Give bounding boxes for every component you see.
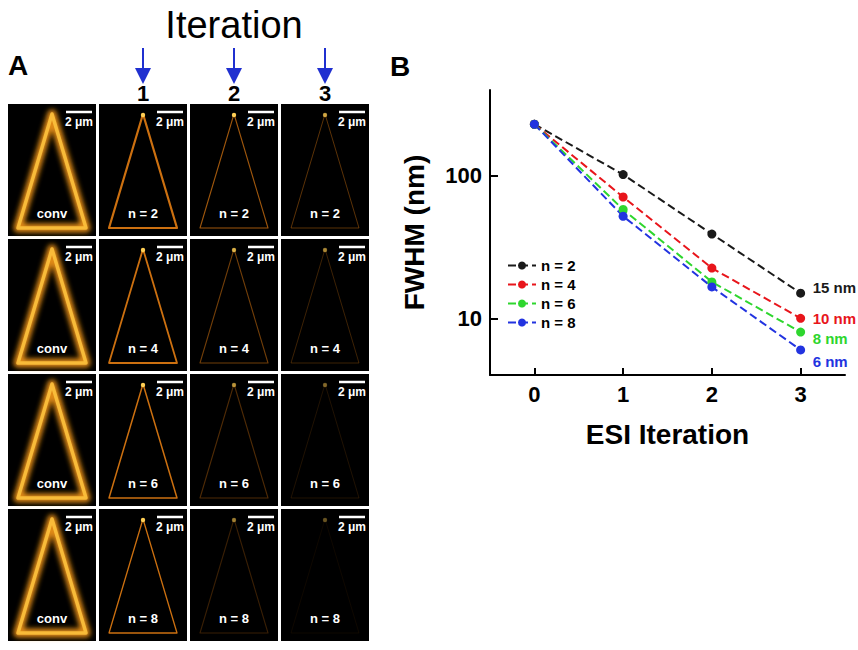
svg-text:n = 6: n = 6 (310, 476, 340, 491)
svg-text:n = 4: n = 4 (219, 341, 250, 356)
svg-text:n = 4: n = 4 (541, 276, 576, 293)
svg-text:n = 2: n = 2 (219, 206, 249, 221)
svg-text:conv: conv (37, 341, 68, 356)
svg-text:n = 6: n = 6 (128, 476, 158, 491)
svg-text:2 μm: 2 μm (247, 385, 275, 399)
svg-text:2 μm: 2 μm (247, 520, 275, 534)
svg-text:A: A (8, 50, 28, 81)
svg-text:6 nm: 6 nm (813, 353, 848, 370)
svg-text:n = 2: n = 2 (310, 206, 340, 221)
svg-text:10: 10 (458, 306, 482, 331)
svg-text:2 μm: 2 μm (65, 385, 93, 399)
svg-text:conv: conv (37, 476, 68, 491)
svg-text:n = 8: n = 8 (128, 611, 158, 626)
svg-text:n = 4: n = 4 (128, 341, 159, 356)
svg-text:2 μm: 2 μm (338, 385, 366, 399)
svg-text:1: 1 (617, 382, 629, 407)
svg-text:8 nm: 8 nm (813, 330, 848, 347)
svg-text:n = 4: n = 4 (310, 341, 341, 356)
svg-text:conv: conv (37, 206, 68, 221)
svg-text:2 μm: 2 μm (338, 115, 366, 129)
svg-text:2 μm: 2 μm (156, 115, 184, 129)
svg-text:3: 3 (319, 81, 331, 106)
svg-text:15 nm: 15 nm (813, 279, 856, 296)
svg-text:B: B (390, 51, 410, 82)
svg-text:ESI Iteration: ESI Iteration (586, 419, 749, 450)
svg-text:conv: conv (37, 611, 68, 626)
svg-text:2 μm: 2 μm (247, 115, 275, 129)
svg-text:2 μm: 2 μm (247, 250, 275, 264)
svg-text:n = 8: n = 8 (219, 611, 249, 626)
svg-text:n = 2: n = 2 (128, 206, 158, 221)
svg-text:1: 1 (137, 81, 149, 106)
svg-text:2 μm: 2 μm (156, 250, 184, 264)
svg-text:2 μm: 2 μm (338, 250, 366, 264)
svg-text:100: 100 (445, 163, 482, 188)
svg-text:n = 6: n = 6 (541, 295, 576, 312)
svg-text:10 nm: 10 nm (813, 310, 856, 327)
svg-text:2: 2 (228, 81, 240, 106)
svg-text:2 μm: 2 μm (156, 385, 184, 399)
svg-text:Iteration: Iteration (165, 4, 302, 46)
svg-text:2 μm: 2 μm (65, 115, 93, 129)
svg-text:3: 3 (795, 382, 807, 407)
svg-text:n = 2: n = 2 (541, 257, 576, 274)
svg-text:n = 6: n = 6 (219, 476, 249, 491)
svg-text:2 μm: 2 μm (338, 520, 366, 534)
svg-text:n = 8: n = 8 (310, 611, 340, 626)
svg-text:2 μm: 2 μm (65, 250, 93, 264)
svg-text:0: 0 (528, 382, 540, 407)
svg-text:2: 2 (706, 382, 718, 407)
svg-text:2 μm: 2 μm (65, 520, 93, 534)
svg-text:n = 8: n = 8 (541, 314, 576, 331)
svg-text:FWHM (nm): FWHM (nm) (399, 155, 430, 311)
svg-text:2 μm: 2 μm (156, 520, 184, 534)
